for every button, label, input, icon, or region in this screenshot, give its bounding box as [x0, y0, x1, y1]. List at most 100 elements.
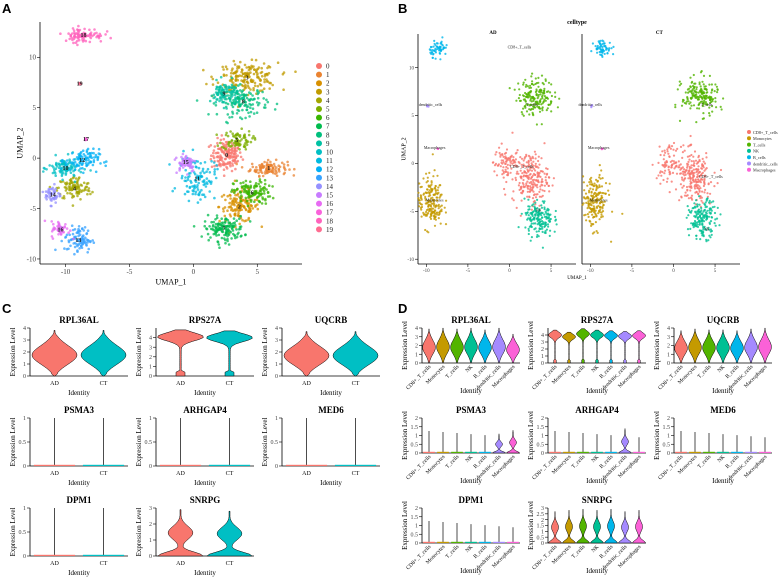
- umap-b-facet1-point: [531, 80, 534, 83]
- umap-a-point: [239, 82, 242, 86]
- umap-a-point: [249, 97, 253, 101]
- umap-b-facet1-point: [520, 199, 523, 202]
- umap-b-facet1-point: [518, 99, 522, 102]
- umap-a-point: [59, 180, 63, 184]
- umap-b-facet1-point: [527, 103, 530, 106]
- umap-a-point: [85, 232, 89, 235]
- violin-d-rpl36al-y-tick-label: 4: [415, 326, 418, 332]
- umap-b-facet1-point: [535, 184, 538, 187]
- umap-b-facet1-point: [529, 84, 532, 87]
- umap-b-facet1-point: [541, 227, 544, 230]
- violin-d-med6-violin-base: [703, 451, 715, 453]
- umap-b-facet1-point: [508, 159, 511, 162]
- umap-a-point: [210, 160, 213, 163]
- umap-b-facet2-point: [592, 223, 595, 226]
- umap-b-facet2-point: [674, 149, 678, 152]
- umap-a-point: [220, 230, 224, 233]
- umap-b-facet2-point: [661, 163, 664, 167]
- umap-b-facet1-point: [527, 214, 530, 217]
- umap-a-point: [65, 182, 68, 186]
- umap-a-point: [262, 106, 266, 109]
- violin-d-psma3-violin-base: [479, 451, 491, 453]
- umap-b-facet1-point: [529, 165, 532, 168]
- umap-b-facet2-point: [714, 218, 717, 221]
- umap-b-facet2-point: [587, 215, 590, 218]
- umap-a-point: [71, 161, 74, 164]
- umap-b-facet1-point: [437, 213, 440, 216]
- umap-b-facet2-point: [698, 223, 701, 226]
- umap-b-facet1-point: [504, 155, 507, 158]
- umap-b-facet2-point: [601, 55, 604, 59]
- umap-b-facet2-point: [651, 163, 654, 166]
- umap-a-point: [246, 199, 249, 203]
- umap-b-facet2-point: [684, 191, 687, 194]
- umap-a-point: [211, 225, 215, 228]
- umap-b-facet2-point: [672, 160, 676, 163]
- umap-a-point: [253, 200, 256, 204]
- umap-b-facet2-point: [662, 178, 665, 182]
- umap-a-point: [80, 236, 84, 239]
- umap-a-point: [256, 84, 260, 88]
- umap-b-facet2-point: [714, 224, 717, 227]
- umap-b-facet2-point: [700, 91, 703, 94]
- violin-d-uqcrb-y-label: Expression Level: [653, 321, 661, 370]
- umap-b-facet1-point: [535, 123, 539, 126]
- umap-a-point: [214, 230, 217, 233]
- umap-a-legend-label: 10: [326, 149, 334, 157]
- umap-a-point: [181, 152, 185, 156]
- umap-a-point: [98, 32, 102, 36]
- umap-b-facet2-point: [693, 185, 696, 188]
- umap-b-facet2-point: [699, 179, 702, 182]
- umap-b-facet1-point: [530, 208, 533, 211]
- umap-a-point: [243, 98, 246, 102]
- umap-b-facet1-point: [431, 188, 434, 191]
- umap-a-point: [96, 155, 100, 159]
- umap-b-facet2-point: [690, 222, 693, 225]
- umap-b-facet1-point: [538, 105, 541, 109]
- umap-b-facet2-point: [696, 217, 699, 220]
- umap-a-point: [237, 211, 240, 215]
- umap-a-point: [71, 165, 74, 168]
- umap-b-facet1-point: [547, 217, 550, 220]
- umap-a-point: [216, 136, 219, 140]
- umap-b-facet2-point: [696, 173, 699, 176]
- umap-a-point: [68, 233, 71, 237]
- umap-a-point: [244, 94, 248, 97]
- umap-b-facet1-point: [437, 186, 440, 189]
- violin-c-psma3-category-label: CT: [100, 471, 108, 477]
- umap-a-point: [224, 198, 227, 202]
- umap-b-facet2-point: [595, 214, 598, 217]
- umap-b-facet1-point: [548, 220, 551, 223]
- umap-a-point: [87, 247, 90, 251]
- umap-b-facet1-point: [498, 151, 501, 155]
- umap-b-facet2-point: [683, 149, 686, 152]
- umap-a-point: [89, 160, 92, 163]
- umap-a-point: [232, 102, 236, 105]
- umap-b-facet2-point: [695, 191, 698, 194]
- umap-a-point: [89, 192, 92, 196]
- umap-b-facet2-point: [704, 201, 707, 204]
- umap-a-point: [225, 74, 228, 77]
- umap-b-facet2-point: [668, 191, 671, 194]
- umap-a-y-tick-label: -5: [30, 205, 36, 213]
- umap-b-facet1-point: [424, 197, 427, 200]
- umap-b-facet1-point: [534, 203, 537, 206]
- umap-a-point: [236, 100, 240, 104]
- umap-b-facet1-point: [529, 159, 533, 162]
- umap-a-point: [241, 186, 244, 189]
- umap-a-point: [42, 166, 46, 170]
- umap-a-point: [73, 235, 76, 239]
- umap-b-facet1-point: [537, 214, 540, 217]
- violin-d-arhgap4-violin-base: [605, 451, 617, 453]
- umap-b-facet2-point: [595, 185, 598, 188]
- umap-b-facet2-point: [678, 80, 681, 83]
- violin-c-med6-y-tick-label: 1: [275, 416, 278, 422]
- umap-a-point: [235, 160, 238, 164]
- umap-b-facet1-point: [503, 187, 506, 191]
- umap-a-point: [181, 159, 185, 163]
- umap-b-facet1-point: [537, 230, 541, 233]
- umap-a-point: [226, 134, 230, 138]
- umap-b-facet2-point: [596, 197, 599, 200]
- umap-a-x-tick-label: 5: [256, 268, 260, 276]
